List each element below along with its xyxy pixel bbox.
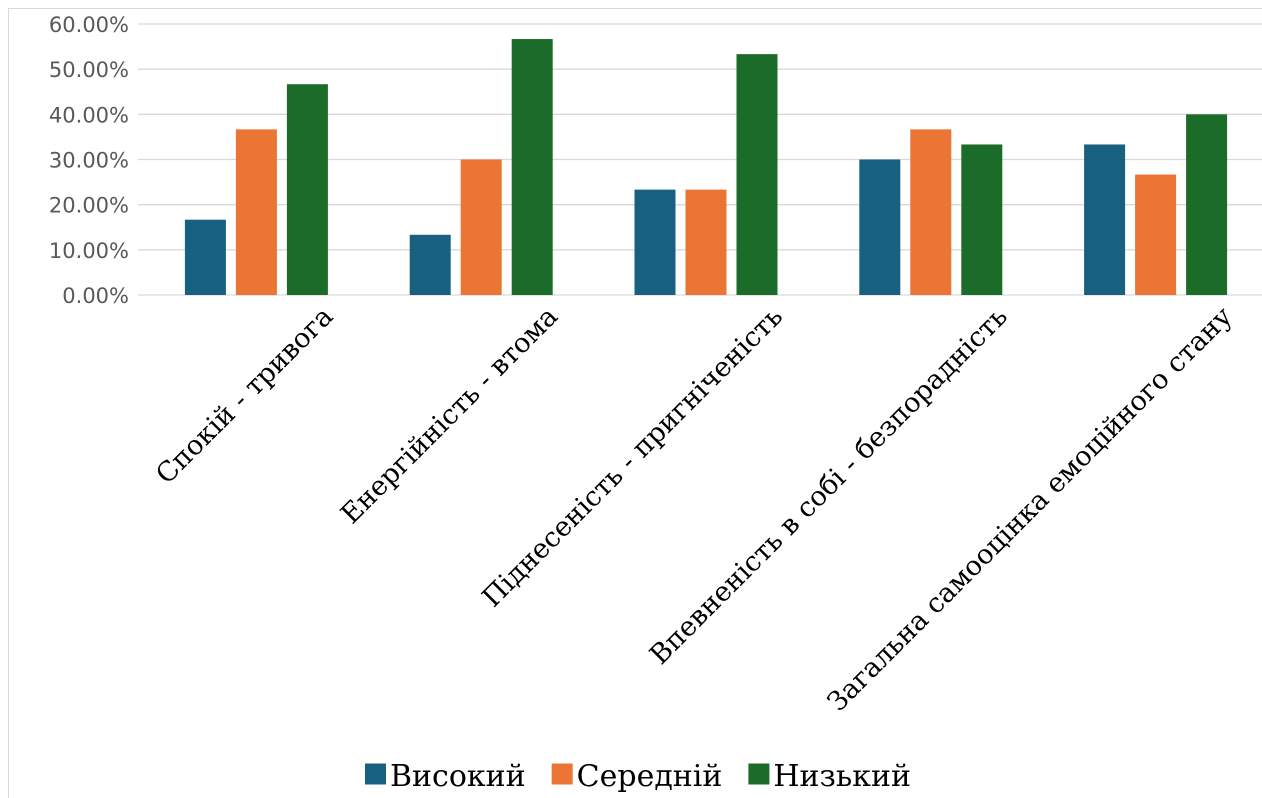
y-tick-label: 40.00% — [49, 103, 129, 127]
bar-Високий-3 — [859, 159, 901, 295]
y-tick-label: 0.00% — [62, 284, 129, 308]
bar-Середній-4 — [1135, 174, 1177, 295]
bar-Низький-0 — [286, 84, 328, 295]
legend-label: Середній — [577, 759, 723, 794]
bar-Середній-2 — [685, 189, 727, 295]
chart-border — [8, 8, 1262, 798]
bar-Низький-1 — [511, 39, 553, 296]
y-tick-label: 30.00% — [49, 149, 129, 173]
bar-Низький-3 — [961, 144, 1003, 295]
bars — [184, 39, 1228, 296]
bar-Низький-2 — [736, 54, 778, 296]
legend-swatch — [551, 763, 573, 785]
bar-Високий-0 — [184, 219, 226, 295]
y-tick-label: 10.00% — [49, 239, 129, 263]
bar-Середній-1 — [460, 159, 502, 295]
y-tick-label: 50.00% — [49, 58, 129, 82]
legend-swatch — [748, 763, 770, 785]
legend-swatch — [365, 763, 387, 785]
legend: Високий Середній Низький — [365, 759, 911, 794]
legend-label: Низький — [773, 759, 911, 794]
y-axis-ticks: 0.00% 10.00% 20.00% 30.00% 40.00% 50.00% 60.00… — [49, 13, 129, 308]
bar-Високий-2 — [634, 189, 676, 295]
bar-Високий-1 — [409, 234, 451, 295]
y-tick-label: 20.00% — [49, 194, 129, 218]
y-tick-label: 60.00% — [49, 13, 129, 37]
bar-Середній-0 — [235, 129, 277, 295]
bar-Високий-4 — [1084, 144, 1126, 295]
legend-label: Високий — [390, 759, 526, 794]
bar-Середній-3 — [910, 129, 952, 295]
bar-Низький-4 — [1186, 114, 1228, 295]
